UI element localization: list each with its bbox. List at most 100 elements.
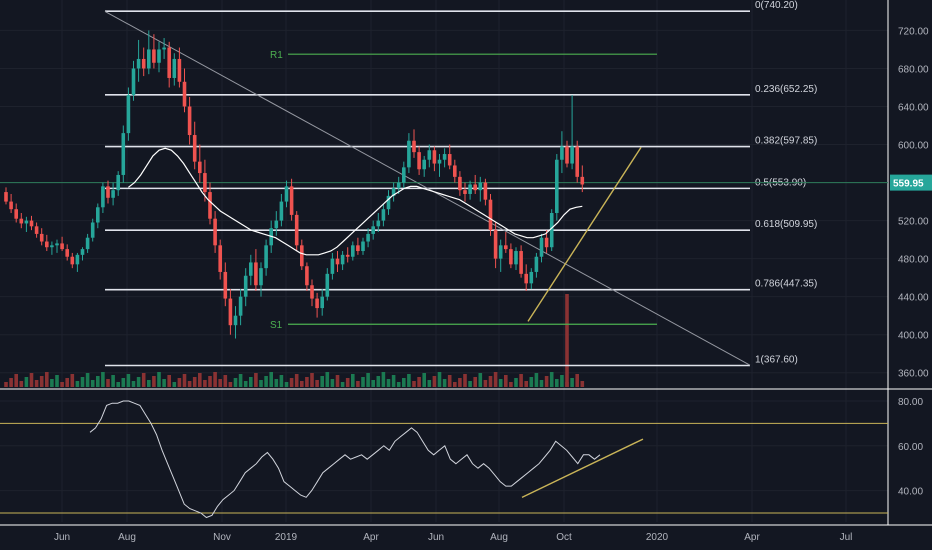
- fib-level-label: 0.382(597.85): [755, 136, 817, 147]
- candle-body: [478, 182, 483, 191]
- volume-bar: [539, 380, 544, 387]
- candle-body: [60, 243, 64, 250]
- volume-bar: [412, 381, 416, 387]
- volume-bar: [345, 378, 350, 387]
- diagonal-trendline: [104, 10, 751, 366]
- price-rising-trendline: [527, 147, 642, 322]
- volume-bar: [534, 373, 539, 387]
- volume-bar: [340, 382, 345, 387]
- volume-bar: [45, 372, 49, 387]
- volume-bar: [555, 379, 559, 387]
- volume-bar: [519, 374, 523, 387]
- candle-body: [55, 243, 59, 246]
- volume-bar: [549, 372, 554, 387]
- volume-bar: [432, 376, 437, 387]
- volume-bar: [39, 376, 44, 387]
- candle-body: [24, 220, 29, 224]
- volume-bar: [264, 376, 268, 387]
- volume-bar: [570, 378, 574, 387]
- candle-body: [223, 271, 228, 299]
- volume-bar: [417, 377, 421, 387]
- volume-bar: [228, 382, 233, 387]
- candle-body: [111, 190, 115, 198]
- candle-body: [152, 49, 156, 63]
- volume-bar: [315, 380, 319, 387]
- candle-body: [80, 249, 85, 255]
- candle-body: [549, 212, 554, 248]
- candle-body: [391, 188, 396, 196]
- candle-body: [493, 230, 498, 259]
- candle-body: [254, 262, 258, 286]
- volume-bar: [218, 379, 222, 387]
- volume-bar: [65, 378, 69, 387]
- candle-body: [575, 146, 579, 177]
- candle-body: [106, 186, 110, 198]
- volume-bar: [396, 382, 401, 387]
- volume-bar: [504, 375, 508, 387]
- candle-body: [483, 182, 488, 200]
- candle-body: [386, 195, 391, 210]
- volume-bar: [213, 372, 217, 387]
- volume-bar: [203, 380, 207, 387]
- candle-body: [85, 237, 90, 250]
- candle-body: [238, 296, 243, 316]
- candle-body: [463, 190, 467, 194]
- volume-bar: [14, 374, 18, 387]
- candle-body: [442, 154, 447, 160]
- candle-body: [417, 152, 421, 170]
- candle-body: [177, 58, 182, 82]
- candle-body: [136, 58, 141, 69]
- volume-bar: [9, 378, 13, 387]
- volume-bar: [249, 377, 253, 387]
- volume-bar: [187, 381, 192, 387]
- candle-body: [473, 184, 477, 191]
- candle-body: [259, 268, 263, 286]
- candle-body: [187, 106, 192, 136]
- volume-bar: [90, 380, 95, 387]
- candle-body: [233, 315, 238, 326]
- candle-body: [4, 192, 8, 202]
- volume-bar: [243, 381, 248, 387]
- volume-bar: [565, 294, 569, 387]
- price-axis-label: 360.00: [898, 369, 929, 380]
- candle-body: [279, 201, 284, 221]
- candle-body: [34, 226, 39, 234]
- volume-bar: [320, 376, 324, 387]
- fib-level-label: 0.236(652.25): [755, 84, 817, 95]
- volume-bar: [116, 382, 120, 387]
- time-axis-label: Jun: [428, 532, 444, 543]
- candle-body: [447, 154, 452, 166]
- candle-body: [335, 258, 340, 265]
- candle-body: [458, 176, 462, 191]
- candle-body: [580, 176, 585, 185]
- volume-bar: [284, 382, 289, 387]
- fib-level-label: 0(740.20): [755, 0, 798, 11]
- candle-body: [213, 218, 217, 246]
- volume-bar: [402, 378, 406, 387]
- time-axis-label: Jul: [840, 532, 853, 543]
- volume-bar: [177, 378, 182, 387]
- candle-body: [310, 285, 314, 299]
- candle-body: [330, 258, 335, 274]
- candle-body: [203, 173, 207, 193]
- volume-bar: [376, 376, 381, 387]
- candle-body: [534, 256, 539, 272]
- fib-level-label: 0.786(447.35): [755, 279, 817, 290]
- volume-bar: [147, 380, 151, 387]
- candle-body: [192, 135, 197, 162]
- volume-bar: [101, 372, 105, 387]
- volume-bar: [458, 378, 462, 387]
- volume-bar: [259, 380, 263, 387]
- candle-body: [509, 249, 513, 265]
- volume-bar: [488, 376, 493, 387]
- time-axis-label: 2020: [646, 532, 669, 543]
- candle-body: [396, 182, 401, 189]
- time-axis-label: Aug: [118, 532, 136, 543]
- candle-body: [376, 220, 381, 227]
- time-axis-label: Apr: [363, 532, 379, 543]
- volume-bar: [182, 374, 187, 387]
- candle-body: [141, 58, 146, 69]
- candle-body: [514, 251, 518, 265]
